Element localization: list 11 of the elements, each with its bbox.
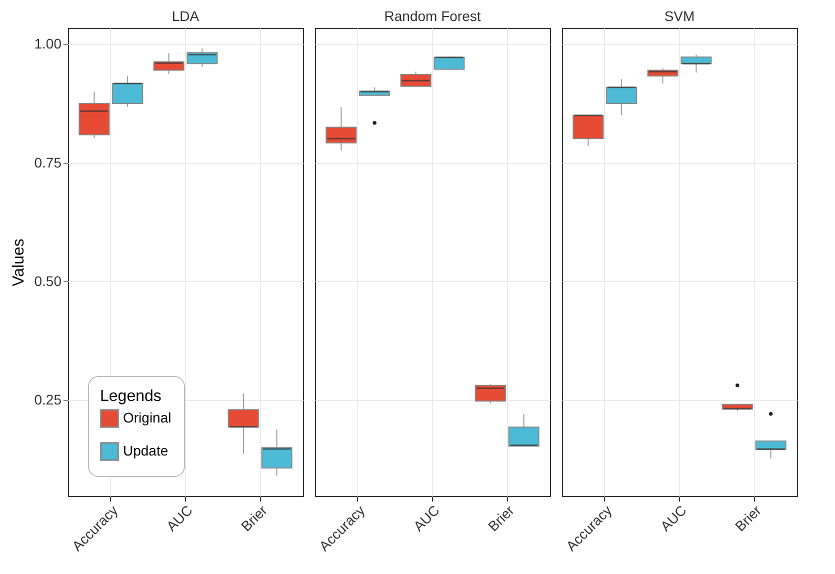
y-tick-label: 0.50 — [34, 272, 62, 289]
y-axis-title: Values — [10, 238, 28, 286]
y-tick-label: 1.00 — [34, 36, 62, 52]
legend-title: Legends — [100, 388, 162, 405]
chart-title: Random Forest — [384, 8, 481, 24]
chart-title: LDA — [172, 8, 200, 24]
y-tick-label: 0.75 — [34, 154, 62, 170]
y-tick-label: 0.25 — [34, 392, 62, 408]
legend-label: Original — [123, 410, 172, 426]
legend-label: Update — [123, 442, 168, 458]
chart-title: SVM — [664, 8, 695, 24]
